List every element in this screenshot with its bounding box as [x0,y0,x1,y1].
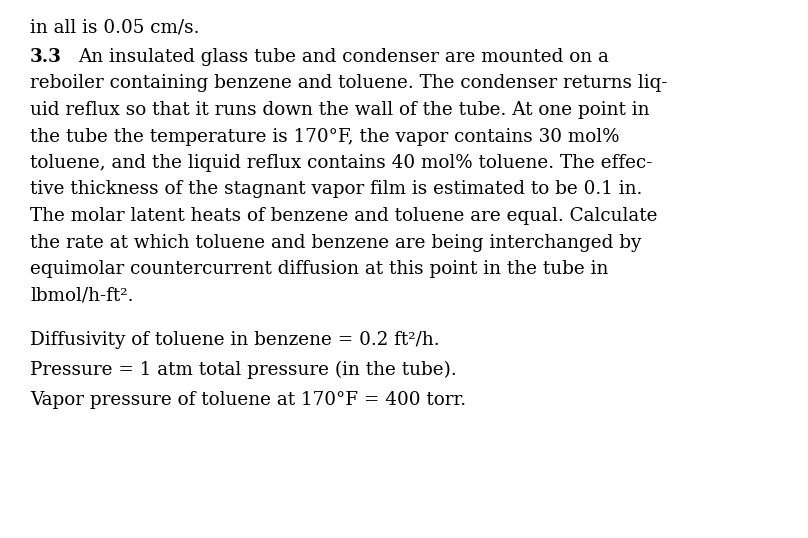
Text: the tube the temperature is 170°F, the vapor contains 30 mol%: the tube the temperature is 170°F, the v… [30,128,620,145]
Text: An insulated glass tube and condenser are mounted on a: An insulated glass tube and condenser ar… [78,48,609,66]
Text: reboiler containing benzene and toluene. The condenser returns liq-: reboiler containing benzene and toluene.… [30,74,667,93]
Text: tive thickness of the stagnant vapor film is estimated to be 0.1 in.: tive thickness of the stagnant vapor fil… [30,181,642,199]
Text: The molar latent heats of benzene and toluene are equal. Calculate: The molar latent heats of benzene and to… [30,207,658,225]
Text: 3.3: 3.3 [30,48,62,66]
Text: Diffusivity of toluene in benzene = 0.2 ft²/h.: Diffusivity of toluene in benzene = 0.2 … [30,331,440,349]
Text: Vapor pressure of toluene at 170°F = 400 torr.: Vapor pressure of toluene at 170°F = 400… [30,391,466,409]
Text: uid reflux so that it runs down the wall of the tube. At one point in: uid reflux so that it runs down the wall… [30,101,650,119]
Text: toluene, and the liquid reflux contains 40 mol% toluene. The effec-: toluene, and the liquid reflux contains … [30,154,652,172]
Text: Pressure = 1 atm total pressure (in the tube).: Pressure = 1 atm total pressure (in the … [30,361,457,379]
Text: the rate at which toluene and benzene are being interchanged by: the rate at which toluene and benzene ar… [30,233,642,251]
Text: equimolar countercurrent diffusion at this point in the tube in: equimolar countercurrent diffusion at th… [30,260,608,278]
Text: in all is 0.05 cm/s.: in all is 0.05 cm/s. [30,18,200,36]
Text: lbmol/h-ft².: lbmol/h-ft². [30,287,133,305]
